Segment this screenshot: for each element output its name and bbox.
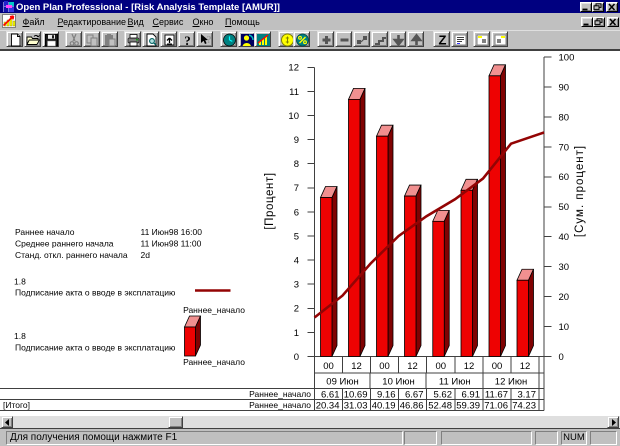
svg-text:6.67: 6.67 [405, 390, 424, 401]
svg-text:3: 3 [294, 280, 299, 291]
svg-text:Среднее раннего начала: Среднее раннего начала [15, 239, 114, 249]
svg-text:Раннее_начало: Раннее_начало [249, 400, 311, 410]
svg-text:Подписание акта о вводе в эксп: Подписание акта о вводе в эксплатацию [15, 288, 176, 298]
svg-text:9: 9 [294, 135, 299, 146]
svg-text:?: ? [184, 33, 191, 47]
svg-text:6.91: 6.91 [462, 390, 481, 401]
svg-text:6: 6 [294, 207, 299, 218]
svg-text:90: 90 [559, 82, 570, 93]
svg-text:11 Июн: 11 Июн [439, 377, 471, 388]
svg-text:40.19: 40.19 [372, 401, 396, 412]
svg-text:40: 40 [559, 232, 570, 243]
svg-text:4: 4 [294, 256, 299, 267]
svg-text:10 Июн: 10 Июн [382, 377, 414, 388]
svg-text:1: 1 [294, 328, 299, 339]
svg-text:Раннее_начало: Раннее_начало [183, 305, 245, 315]
svg-text:12: 12 [520, 361, 531, 372]
svg-text:Подписание акта о вводе в эксп: Подписание акта о вводе в эксплатацию [15, 343, 176, 353]
svg-text:1.8: 1.8 [14, 331, 26, 341]
svg-text:Раннее_начало: Раннее_начало [183, 357, 245, 367]
svg-text:?: ? [206, 34, 212, 46]
svg-text:12: 12 [288, 63, 299, 74]
svg-text:Раннее начало: Раннее начало [15, 227, 75, 237]
svg-text:[Сум. процент]: [Сум. процент] [574, 145, 586, 237]
svg-text:2: 2 [294, 304, 299, 315]
svg-text:59.39: 59.39 [456, 401, 480, 412]
svg-text:[Итого]: [Итого] [3, 400, 30, 410]
svg-text:11.67: 11.67 [485, 390, 508, 401]
svg-text:Раннее_начало: Раннее_начало [249, 389, 311, 399]
svg-text:30: 30 [559, 262, 570, 273]
svg-text:70: 70 [559, 142, 570, 153]
svg-text:50: 50 [559, 202, 570, 213]
svg-text:00: 00 [323, 361, 334, 372]
svg-text:11 Июн98 11:00: 11 Июн98 11:00 [141, 239, 202, 249]
svg-text:11: 11 [289, 87, 299, 98]
svg-text:00: 00 [379, 361, 390, 372]
svg-text:7: 7 [294, 183, 299, 194]
svg-text:0: 0 [294, 352, 299, 363]
svg-text:20.34: 20.34 [316, 401, 340, 412]
svg-text:[Процент]: [Процент] [264, 172, 276, 229]
svg-text:00: 00 [492, 361, 503, 372]
svg-text:5: 5 [294, 231, 299, 242]
svg-text:00: 00 [435, 361, 446, 372]
svg-text:1.8: 1.8 [14, 277, 26, 287]
svg-text:3.17: 3.17 [518, 390, 537, 401]
svg-text:31.03: 31.03 [344, 401, 368, 412]
svg-text:12: 12 [464, 361, 475, 372]
svg-text:12 Июн: 12 Июн [495, 377, 527, 388]
svg-text:10: 10 [288, 111, 299, 122]
svg-text:Станд. откл. раннего начала: Станд. откл. раннего начала [15, 250, 128, 260]
svg-text:12: 12 [407, 361, 418, 372]
svg-text:12: 12 [351, 361, 362, 372]
svg-text:9.16: 9.16 [377, 390, 396, 401]
svg-text:74.23: 74.23 [512, 401, 536, 412]
svg-text:Z: Z [439, 33, 447, 47]
svg-text:10.69: 10.69 [344, 390, 368, 401]
svg-text:46.86: 46.86 [400, 401, 424, 412]
svg-text:100: 100 [559, 52, 575, 63]
svg-text:52.48: 52.48 [428, 401, 452, 412]
svg-text:11 Июн98 16:00: 11 Июн98 16:00 [141, 227, 203, 237]
svg-text:8: 8 [294, 159, 299, 170]
svg-text:09 Июн: 09 Июн [326, 377, 358, 388]
svg-text:60: 60 [559, 172, 570, 183]
svg-text:20: 20 [559, 292, 570, 303]
svg-text:5.62: 5.62 [434, 390, 453, 401]
svg-text:10: 10 [559, 322, 570, 333]
svg-text:71.06: 71.06 [484, 401, 508, 412]
svg-text:0: 0 [559, 352, 564, 363]
svg-text:2d: 2d [141, 250, 151, 260]
svg-text:6.61: 6.61 [321, 390, 340, 401]
svg-text:80: 80 [559, 112, 570, 123]
